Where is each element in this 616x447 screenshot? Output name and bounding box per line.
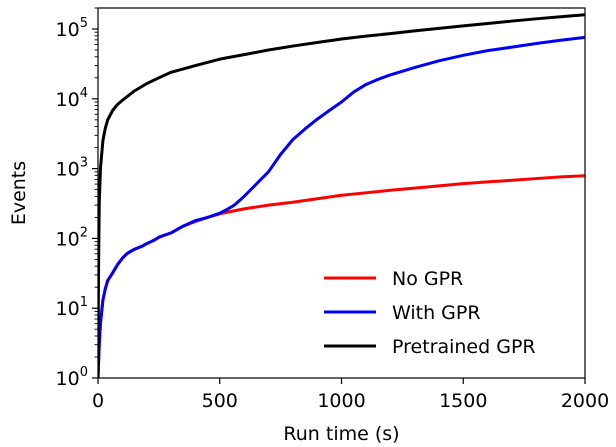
y-tick-label: 101 [56,295,88,320]
x-axis-ticks: 0 500 1000 1500 2000 [92,378,609,412]
y-tick-label: 103 [56,156,88,181]
series-line-3 [98,13,585,378]
legend-label-2: With GPR [392,302,481,324]
x-tick-label: 2000 [561,390,609,412]
y-axis-ticks: 100 101 102 103 104 105 [56,7,98,390]
series-line-2 [98,35,585,378]
legend: No GPR With GPR Pretrained GPR [324,268,536,358]
x-axis-title: Run time (s) [283,423,399,445]
y-tick-label: 105 [56,16,88,41]
x-tick-label: 1000 [317,390,365,412]
legend-label-3: Pretrained GPR [392,336,536,358]
plot-lines [98,13,585,378]
legend-label-1: No GPR [392,268,463,290]
y-tick-label: 104 [56,86,88,111]
plot-frame [97,7,586,379]
x-tick-label: 1500 [439,390,487,412]
y-axis-title: Events [8,161,30,225]
y-tick-label: 100 [56,365,88,390]
y-tick-label: 102 [56,225,88,250]
x-tick-label: 0 [92,390,104,412]
x-tick-label: 500 [202,390,238,412]
